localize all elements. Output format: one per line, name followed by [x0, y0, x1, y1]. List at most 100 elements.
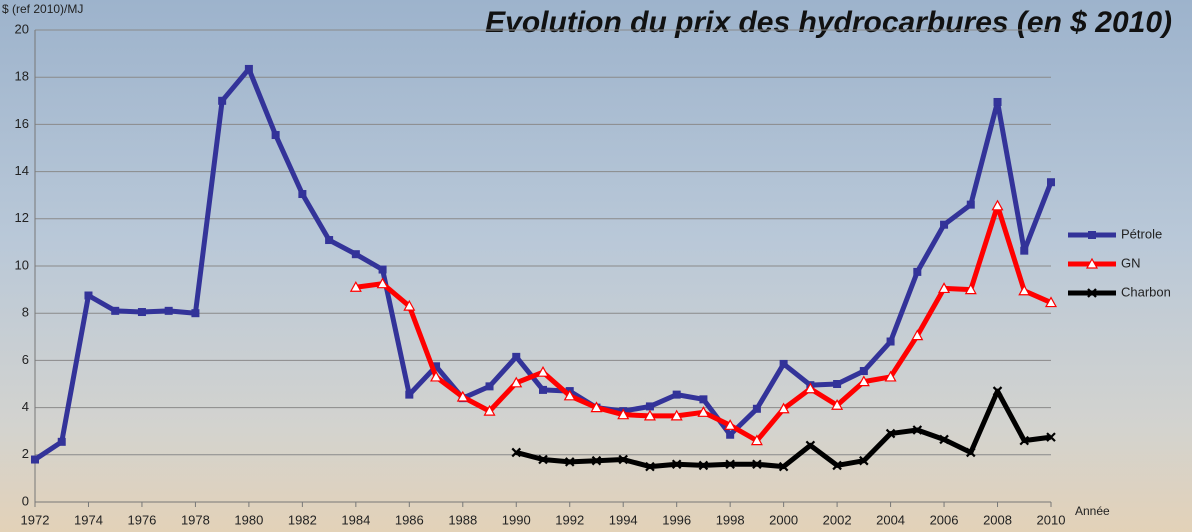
- marker: [672, 390, 681, 399]
- marker: [536, 365, 550, 377]
- marker: [939, 434, 949, 445]
- chart-title: Evolution du prix des hydrocarbures (en …: [485, 6, 1172, 39]
- marker: [645, 461, 655, 472]
- x-tick-label: 2000: [769, 512, 798, 527]
- marker: [618, 454, 628, 465]
- marker: [832, 460, 842, 471]
- x-tick-label: 1976: [127, 512, 156, 527]
- marker: [1044, 296, 1058, 308]
- x-tick-label: 1996: [662, 512, 691, 527]
- marker: [539, 385, 547, 394]
- x-tick-label: 1974: [74, 512, 103, 527]
- x-tick-label: 2004: [876, 512, 905, 527]
- marker: [456, 390, 469, 402]
- x-tick-label: 2010: [1037, 512, 1066, 527]
- y-tick-label: 0: [22, 493, 29, 508]
- marker: [752, 404, 761, 413]
- marker: [563, 389, 576, 401]
- marker: [750, 434, 763, 446]
- x-tick-label: 1982: [288, 512, 317, 527]
- marker: [376, 277, 389, 289]
- marker: [1047, 178, 1055, 187]
- marker: [645, 402, 654, 411]
- marker: [590, 401, 603, 413]
- marker: [164, 306, 173, 315]
- x-tick-label: 1980: [234, 512, 263, 527]
- marker: [485, 382, 494, 391]
- y-tick-label: 16: [15, 116, 29, 131]
- marker: [670, 409, 683, 421]
- x-tick-label: 1984: [341, 512, 370, 527]
- marker: [31, 455, 39, 464]
- x-tick-label: 1978: [181, 512, 210, 527]
- marker: [697, 406, 710, 417]
- marker: [966, 200, 975, 209]
- x-tick-label: 1990: [502, 512, 531, 527]
- marker: [779, 359, 788, 368]
- marker: [643, 409, 656, 421]
- marker: [964, 283, 977, 295]
- x-axis-label: Année: [1075, 504, 1110, 518]
- y-tick-label: 2: [22, 446, 29, 461]
- marker: [991, 199, 1004, 211]
- marker: [483, 404, 496, 416]
- marker: [724, 419, 737, 430]
- marker: [378, 265, 387, 274]
- marker: [940, 220, 949, 229]
- y-tick-label: 14: [15, 163, 29, 178]
- x-tick-label: 2002: [823, 512, 852, 527]
- marker: [804, 382, 817, 394]
- marker: [698, 460, 709, 471]
- marker: [752, 459, 762, 470]
- marker: [325, 236, 334, 245]
- y-tick-label: 20: [15, 21, 29, 36]
- marker: [1085, 257, 1099, 269]
- x-tick-label: 1992: [555, 512, 584, 527]
- marker: [84, 291, 93, 300]
- marker: [511, 447, 522, 458]
- marker: [349, 281, 362, 292]
- marker: [218, 96, 227, 105]
- marker: [857, 375, 870, 387]
- marker: [564, 457, 575, 467]
- marker: [938, 282, 951, 294]
- marker: [778, 461, 789, 472]
- legend-label: Pétrole: [1121, 226, 1162, 241]
- x-tick-label: 1998: [716, 512, 745, 527]
- marker: [1046, 432, 1056, 442]
- marker: [726, 430, 735, 439]
- marker: [859, 455, 869, 466]
- y-tick-label: 4: [22, 399, 29, 414]
- marker: [351, 250, 360, 259]
- marker: [1020, 246, 1029, 255]
- marker: [777, 402, 790, 414]
- marker: [993, 97, 1002, 106]
- x-tick-label: 1994: [609, 512, 638, 527]
- marker: [111, 306, 120, 315]
- marker: [512, 352, 521, 361]
- y-axis-label: $ (ref 2010)/MJ: [2, 2, 83, 16]
- legend-label: Charbon: [1121, 284, 1171, 299]
- marker: [298, 190, 307, 199]
- marker: [57, 437, 66, 446]
- marker: [911, 329, 924, 341]
- x-tick-label: 1988: [448, 512, 477, 527]
- x-tick-label: 1972: [21, 512, 50, 527]
- y-tick-label: 12: [15, 210, 29, 225]
- marker: [538, 454, 548, 465]
- marker: [966, 447, 976, 458]
- marker: [884, 370, 897, 382]
- marker: [831, 399, 844, 410]
- x-tick-label: 2008: [983, 512, 1012, 527]
- marker: [405, 390, 414, 399]
- marker: [432, 362, 441, 371]
- marker: [992, 386, 1003, 396]
- marker: [244, 64, 253, 73]
- marker: [430, 370, 443, 382]
- marker: [886, 337, 895, 346]
- marker: [725, 459, 735, 470]
- y-tick-label: 8: [22, 305, 29, 320]
- marker: [510, 376, 523, 388]
- legend-label: GN: [1121, 255, 1141, 270]
